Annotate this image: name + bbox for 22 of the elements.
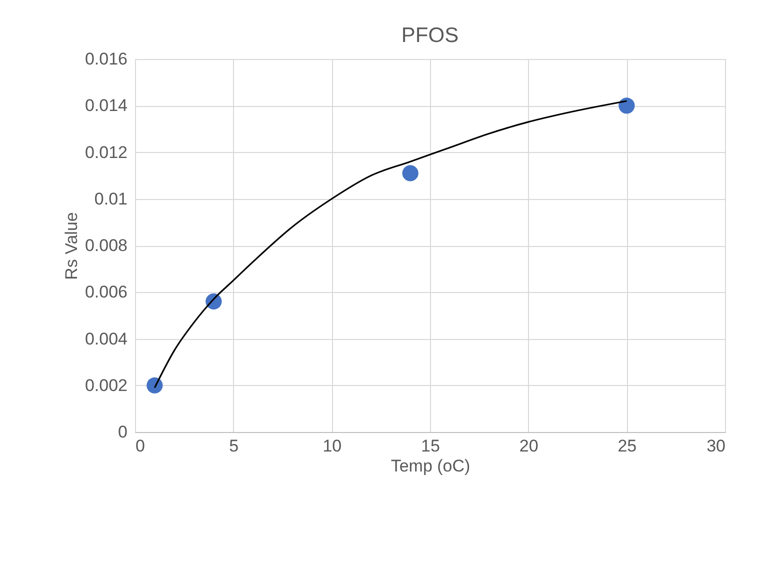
chart-title: PFOS [401,24,459,47]
y-tick-label: 0.01 [94,189,128,208]
y-tick-label: 0.016 [84,50,128,68]
x-tick-label: 0 [136,436,145,456]
y-tick-label: 0.012 [84,142,128,162]
y-tick-label: 0.014 [84,96,128,116]
x-tick-label: 10 [322,436,342,456]
y-tick-label: 0.004 [84,329,128,348]
x-tick-label: 20 [519,436,538,456]
point [146,377,163,394]
x-tick-label: 30 [706,436,726,456]
y-tick-label: 0.006 [84,282,128,302]
y-tick-label: 0.008 [84,236,128,255]
x-tick-label: 5 [229,436,239,456]
y-axis-title: Rs Value [62,212,81,280]
x-tick-label: 15 [421,436,440,456]
y-tick-label: 0 [118,422,128,442]
x-tick-label: 25 [618,436,637,456]
point [402,165,418,182]
point [618,98,635,114]
x-axis-title: Temp (oC) [390,456,470,476]
y-tick-label: 0.002 [84,376,128,395]
